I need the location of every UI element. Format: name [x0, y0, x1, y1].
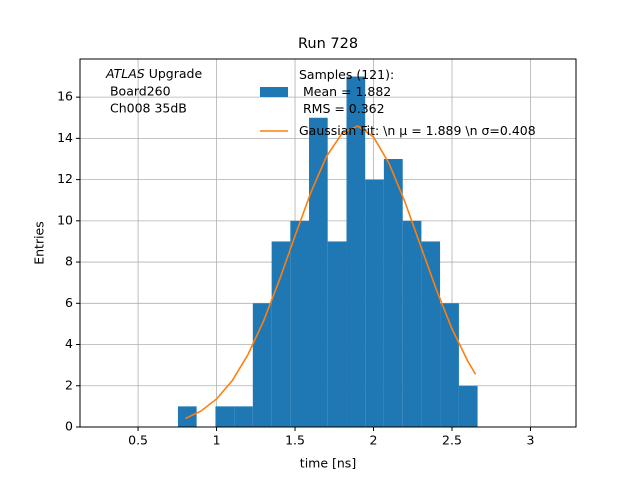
- bar: [327, 241, 347, 427]
- x-tick-label: 2.5: [442, 433, 462, 448]
- y-tick-label: 10: [57, 212, 73, 227]
- x-tick-label: 1.5: [285, 433, 305, 448]
- bar: [346, 76, 366, 428]
- x-tick-label: 2: [370, 433, 378, 448]
- x-tick-label: 1: [213, 433, 221, 448]
- legend-label-line: Gaussian Fit: \n μ = 1.889 \n σ=0.408: [299, 123, 536, 138]
- y-tick-label: 12: [57, 171, 73, 186]
- bar: [215, 406, 235, 427]
- plot-area: [177, 76, 478, 428]
- chart-title: Run 728: [298, 36, 358, 52]
- x-axis-label: time [ns]: [300, 456, 356, 471]
- x-tick-label: 0.5: [128, 433, 148, 448]
- y-tick-label: 4: [65, 336, 73, 351]
- bar: [402, 220, 422, 427]
- bar: [365, 179, 384, 427]
- annotation: ATLAS Upgrade: [105, 66, 202, 81]
- fit-line: [184, 125, 477, 420]
- annotation-line: Board260: [106, 84, 171, 99]
- axes-frame: [79, 58, 577, 428]
- annotation-italic: ATLAS: [105, 66, 145, 81]
- legend-swatch: [260, 87, 288, 97]
- bar: [252, 303, 272, 427]
- y-tick-label: 2: [65, 377, 73, 392]
- bar: [290, 220, 310, 427]
- bar: [234, 406, 253, 427]
- bar: [421, 241, 441, 427]
- y-tick-label: 6: [65, 295, 73, 310]
- bar: [383, 158, 403, 427]
- y-tick-label: 0: [65, 419, 73, 434]
- annotation-line: Upgrade: [145, 66, 203, 81]
- legend: Samples (121): Mean = 1.882 RMS = 0.362 G…: [260, 67, 536, 138]
- x-tick-label: 3: [527, 433, 535, 448]
- legend-label: Gaussian Fit: \n μ = 1.889 \n σ=0.408: [299, 123, 536, 138]
- legend-label-line: Mean = 1.882: [299, 84, 391, 99]
- y-tick-label: 14: [57, 130, 73, 145]
- legend-label: Samples (121): Mean = 1.882 RMS = 0.362: [299, 67, 394, 116]
- y-axis-label: Entries: [32, 221, 47, 265]
- legend-label-line: Samples (121):: [299, 67, 394, 82]
- bar: [309, 117, 328, 428]
- legend-label-line: RMS = 0.362: [299, 101, 385, 116]
- y-tick-label: 16: [57, 89, 73, 104]
- annotation-line: Ch008 35dB: [106, 101, 187, 116]
- y-tick-label: 8: [65, 254, 73, 269]
- bar: [458, 385, 478, 427]
- bar: [271, 241, 291, 427]
